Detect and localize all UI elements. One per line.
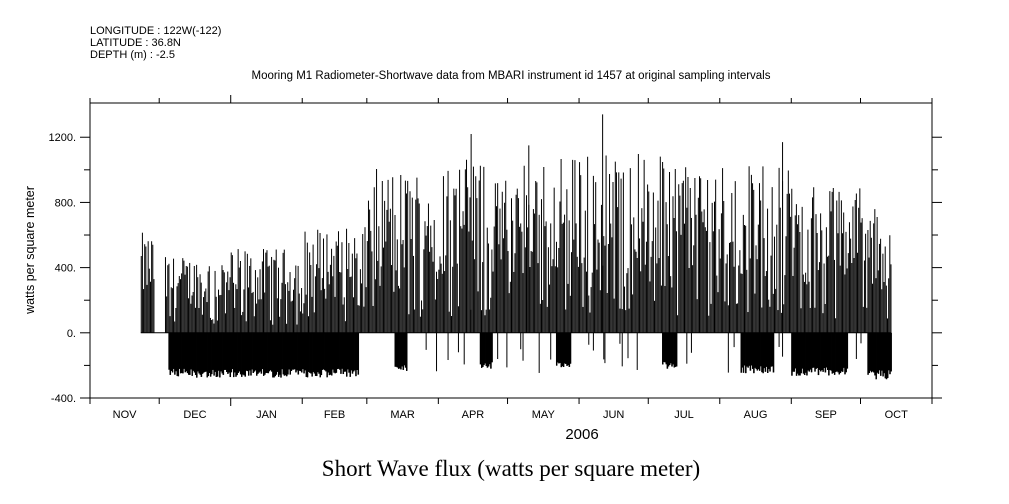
x-tick-label: FEB: [324, 409, 345, 421]
x-tick-label: MAR: [390, 409, 415, 421]
y-tick-label: 0.: [67, 328, 76, 340]
x-tick-label: JAN: [256, 409, 277, 421]
y-tick-label: 800.: [55, 197, 76, 209]
y-tick-label: 1200.: [48, 132, 76, 144]
y-axis-label: watts per square meter: [23, 186, 37, 315]
x-tick-label: MAY: [532, 409, 556, 421]
data-layer: [140, 114, 892, 380]
chart-caption: Short Wave flux (watts per square meter): [322, 456, 700, 481]
y-tick-label: 400.: [55, 263, 76, 275]
axes-layer: -400. 0. 400. 800. 1200. NOV DEC JAN FEB MAR APR MA…: [48, 95, 942, 421]
x-tick-label: AUG: [744, 409, 768, 421]
y-tick-label: -400.: [51, 393, 76, 405]
x-tick-label: OCT: [885, 409, 909, 421]
chart-title: Mooring M1 Radiometer-Shortwave data fro…: [251, 70, 770, 82]
depth-label: DEPTH (m) : -2.5: [90, 49, 175, 61]
x-axis-label: 2006: [565, 426, 598, 443]
plot-frame: [89, 102, 933, 399]
x-tick-label: SEP: [815, 409, 837, 421]
x-tick-label: JUL: [674, 409, 694, 421]
x-tick-label: NOV: [113, 409, 138, 421]
x-tick-label: JUN: [603, 409, 624, 421]
longitude-label: LONGITUDE : 122W(-122): [90, 25, 221, 37]
x-tick-label: APR: [462, 409, 485, 421]
x-tick-label: DEC: [183, 409, 206, 421]
latitude-label: LATITUDE : 36.8N: [90, 37, 181, 49]
